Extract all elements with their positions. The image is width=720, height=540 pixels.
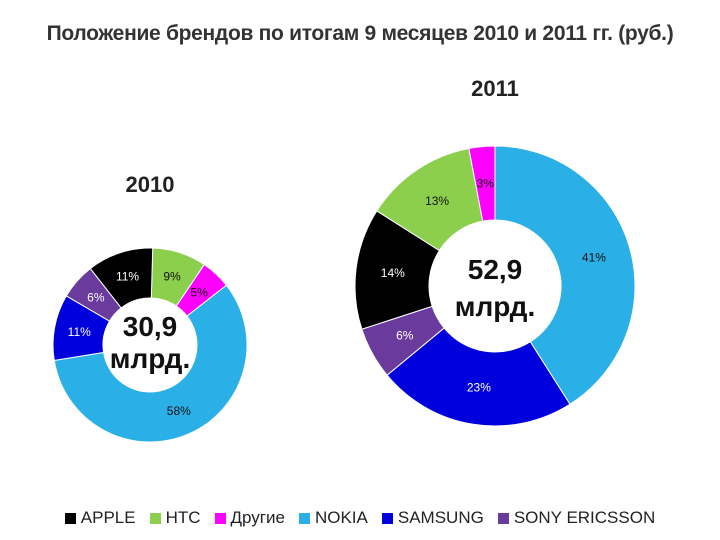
data-label-2011-apple: 14% (381, 266, 405, 280)
slice-2010-samsung (52, 295, 111, 362)
data-label-2010-nokia: 58% (167, 404, 191, 418)
data-label-2010-другие: 5% (190, 285, 208, 299)
data-label-2010-apple: 11% (116, 270, 139, 284)
legend-label: NOKIA (314, 508, 368, 527)
data-label-2010-htc: 9% (163, 269, 181, 283)
legend-label: Другие (230, 508, 285, 527)
legend-item-apple: APPLE (64, 508, 136, 528)
legend-label: SAMSUNG (397, 508, 484, 527)
center-value-2011: 52,9 (468, 254, 523, 285)
legend-item-samsung: SAMSUNG (381, 508, 484, 528)
slice-2011-samsung (386, 327, 571, 427)
legend: APPLE HTC Другие NOKIA SAMSUNG SONY ERICSSON (0, 508, 720, 528)
legend-item-другие: Другие (214, 508, 285, 528)
slice-2011-apple (354, 210, 440, 330)
data-label-2011-nokia: 41% (582, 250, 606, 264)
slice-2011-sony-ericsson (361, 305, 445, 376)
slice-2010-sony-ericsson (65, 267, 122, 322)
legend-swatch (497, 512, 509, 524)
legend-swatch (381, 512, 393, 524)
legend-swatch (298, 512, 310, 524)
data-label-2011-sony-ericsson: 6% (396, 329, 414, 343)
data-label-2010-sony-ericsson: 6% (87, 291, 105, 305)
slice-2011-htc (376, 147, 484, 252)
legend-item-sony-ericsson: SONY ERICSSON (497, 508, 656, 528)
data-label-2011-samsung: 23% (467, 381, 491, 395)
chart-title-2010: 2010 (126, 172, 175, 197)
slice-2011-nokia (494, 145, 636, 405)
center-unit-2010: млрд. (110, 343, 190, 374)
legend-swatch (214, 512, 226, 524)
donut-chart-2010: 2010 30,9 млрд. 58% 11% 6% 11% 9% 5% (52, 172, 248, 443)
page-title: Положение брендов по итогам 9 месяцев 20… (46, 22, 674, 45)
legend-swatch (64, 512, 76, 524)
slice-2010-htc (150, 247, 205, 307)
center-unit-2011: млрд. (455, 291, 535, 322)
legend-label: APPLE (80, 508, 136, 527)
data-label-2011-другие: 3% (477, 176, 495, 190)
data-label-2011-htc: 13% (425, 194, 449, 208)
legend-item-nokia: NOKIA (298, 508, 368, 528)
donut-chart-2011: 2011 52,9 млрд. 41% 23% 6% 14% 13% 3% (354, 76, 636, 427)
legend-item-htc: HTC (149, 508, 201, 528)
legend-label: HTC (165, 508, 201, 527)
slice-2010-nokia (53, 284, 248, 443)
slice-2010-apple (89, 247, 154, 309)
legend-label: SONY ERICSSON (513, 508, 656, 527)
center-value-2010: 30,9 (123, 311, 178, 342)
chart-title-2011: 2011 (471, 76, 519, 101)
data-label-2010-samsung: 11% (68, 325, 91, 339)
legend-swatch (149, 512, 161, 524)
